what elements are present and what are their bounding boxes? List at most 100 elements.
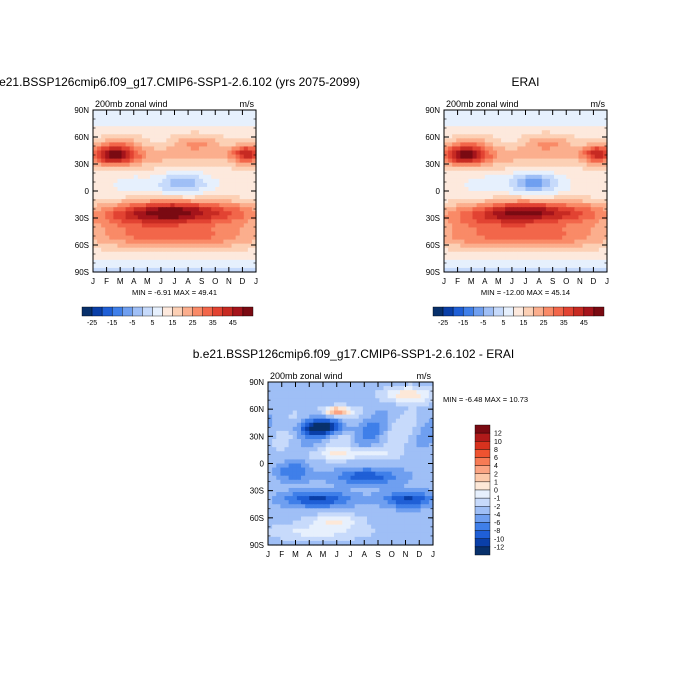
model-cell [174,114,180,119]
erai-cell [574,255,580,261]
model-cell [203,174,208,180]
diff-cell [354,496,360,501]
diff-cell [400,532,405,538]
model-cell [170,251,176,257]
diff-cell [395,390,401,395]
erai-cell [496,235,502,241]
erai-cell [464,215,470,220]
model-colorbar-swatch [122,306,133,317]
diff-cell [292,447,298,452]
diff-cell [280,459,286,465]
erai-cell [570,126,575,131]
model-cell [170,182,176,188]
erai-colorbar-swatch [473,306,484,317]
model-cell [194,182,200,188]
erai-cell [594,199,600,204]
model-cell [198,239,204,245]
model-cell [207,199,212,204]
diff-cell [346,434,352,440]
model-cell [243,231,249,237]
model-cell [170,239,176,245]
erai-cell [464,211,470,216]
erai-cell [517,158,523,164]
erai-cell [594,267,600,273]
erai-cell [558,231,563,237]
diff-cell [416,451,422,456]
erai-cell [513,150,518,156]
erai-cell [558,138,563,143]
erai-cell [533,170,539,176]
model-cell [251,259,257,265]
model-cell [150,231,155,237]
erai-cell [456,130,461,135]
model-cell [137,142,143,148]
model-cell [137,178,143,184]
diff-cell [379,406,385,412]
model-cell [125,215,131,220]
diff-cell [362,426,368,432]
diff-cell [400,496,405,501]
diff-cell [305,382,310,387]
model-cell [219,174,224,180]
model-cell [133,195,139,200]
diff-cell [317,487,323,493]
model-cell [97,158,102,164]
erai-cell [590,166,596,172]
diff-cell [268,382,273,387]
model-cell [97,178,102,184]
erai-cell [448,118,453,123]
model-cell [121,130,127,135]
model-cell [227,122,233,127]
erai-cell [525,110,531,115]
diff-cell [379,487,385,493]
erai-cell [578,182,584,188]
erai-cell [574,199,580,204]
model-cell [198,231,204,237]
diff-cell [371,524,376,530]
model-cell [219,154,224,160]
erai-cell [574,235,580,241]
erai-cell [598,142,604,148]
erai-cell [590,223,596,229]
model-cell [223,162,229,168]
model-cell [133,146,139,152]
diff-cell [362,496,368,501]
erai-cell [541,195,547,200]
erai-cell [554,251,559,257]
model-cell [247,186,253,192]
diff-cell [280,414,286,420]
model-cell [97,134,102,139]
model-cell [125,207,131,212]
erai-cell [525,118,531,123]
erai-cell [521,243,527,249]
erai-cell [570,235,575,241]
diff-cell [416,504,422,509]
model-cell [101,223,106,229]
erai-cell [525,203,531,208]
erai-cell [509,138,514,143]
model-cell [194,138,200,143]
erai-cell [476,146,482,152]
diff-cell [387,455,393,461]
model-cell [166,182,172,188]
model-cell [154,207,159,212]
model-cell [174,203,180,208]
erai-cell [562,215,567,220]
diff-cell [301,422,306,428]
diff-cell [408,434,413,440]
erai-cell [558,146,563,152]
erai-cell [444,235,449,241]
model-cell [150,223,155,229]
model-cell [154,203,159,208]
erai-cell [529,191,535,196]
model-cell [198,223,204,229]
model-cell [231,118,237,123]
diff-cell [313,479,319,485]
diff-cell [391,463,397,469]
model-cell [247,227,253,233]
diff-cell [346,410,352,416]
erai-cell [464,219,470,224]
erai-cell [464,263,470,269]
diff-cell [272,451,277,456]
model-cell [137,138,143,143]
